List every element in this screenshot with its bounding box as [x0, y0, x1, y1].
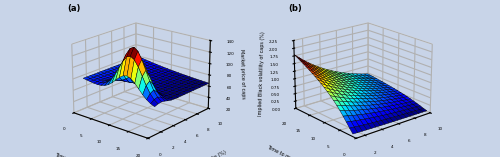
Y-axis label: Strike rate (%): Strike rate (%): [193, 149, 228, 157]
Text: (b): (b): [288, 4, 302, 13]
X-axis label: Time to maturity (years): Time to maturity (years): [54, 152, 112, 157]
X-axis label: Strike rate (%): Strike rate (%): [403, 156, 438, 157]
Y-axis label: Time to maturity (years): Time to maturity (years): [266, 144, 322, 157]
Text: (a): (a): [68, 4, 80, 13]
